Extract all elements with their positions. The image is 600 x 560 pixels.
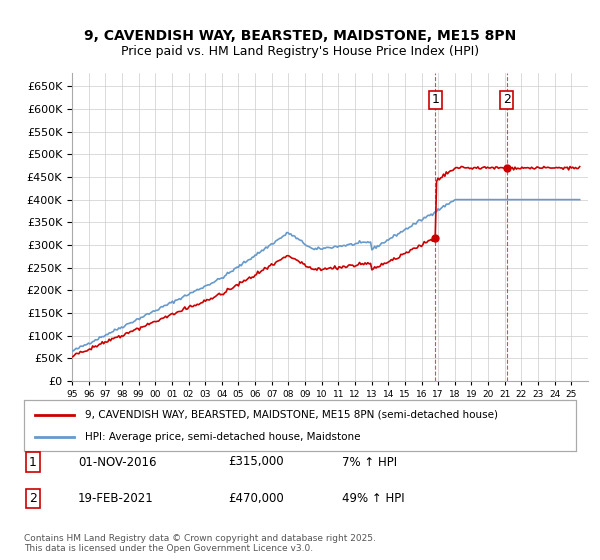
Text: 1: 1 <box>29 455 37 469</box>
Text: 7% ↑ HPI: 7% ↑ HPI <box>342 455 397 469</box>
Text: 49% ↑ HPI: 49% ↑ HPI <box>342 492 404 505</box>
Text: 19-FEB-2021: 19-FEB-2021 <box>78 492 154 505</box>
Text: Contains HM Land Registry data © Crown copyright and database right 2025.
This d: Contains HM Land Registry data © Crown c… <box>24 534 376 553</box>
Text: 2: 2 <box>503 94 511 106</box>
Text: Price paid vs. HM Land Registry's House Price Index (HPI): Price paid vs. HM Land Registry's House … <box>121 45 479 58</box>
Text: 9, CAVENDISH WAY, BEARSTED, MAIDSTONE, ME15 8PN (semi-detached house): 9, CAVENDISH WAY, BEARSTED, MAIDSTONE, M… <box>85 409 498 419</box>
Text: 1: 1 <box>431 94 439 106</box>
Text: 01-NOV-2016: 01-NOV-2016 <box>78 455 157 469</box>
Text: £315,000: £315,000 <box>228 455 284 469</box>
Text: £470,000: £470,000 <box>228 492 284 505</box>
Text: 9, CAVENDISH WAY, BEARSTED, MAIDSTONE, ME15 8PN: 9, CAVENDISH WAY, BEARSTED, MAIDSTONE, M… <box>84 29 516 44</box>
Text: HPI: Average price, semi-detached house, Maidstone: HPI: Average price, semi-detached house,… <box>85 432 360 442</box>
Text: 2: 2 <box>29 492 37 505</box>
